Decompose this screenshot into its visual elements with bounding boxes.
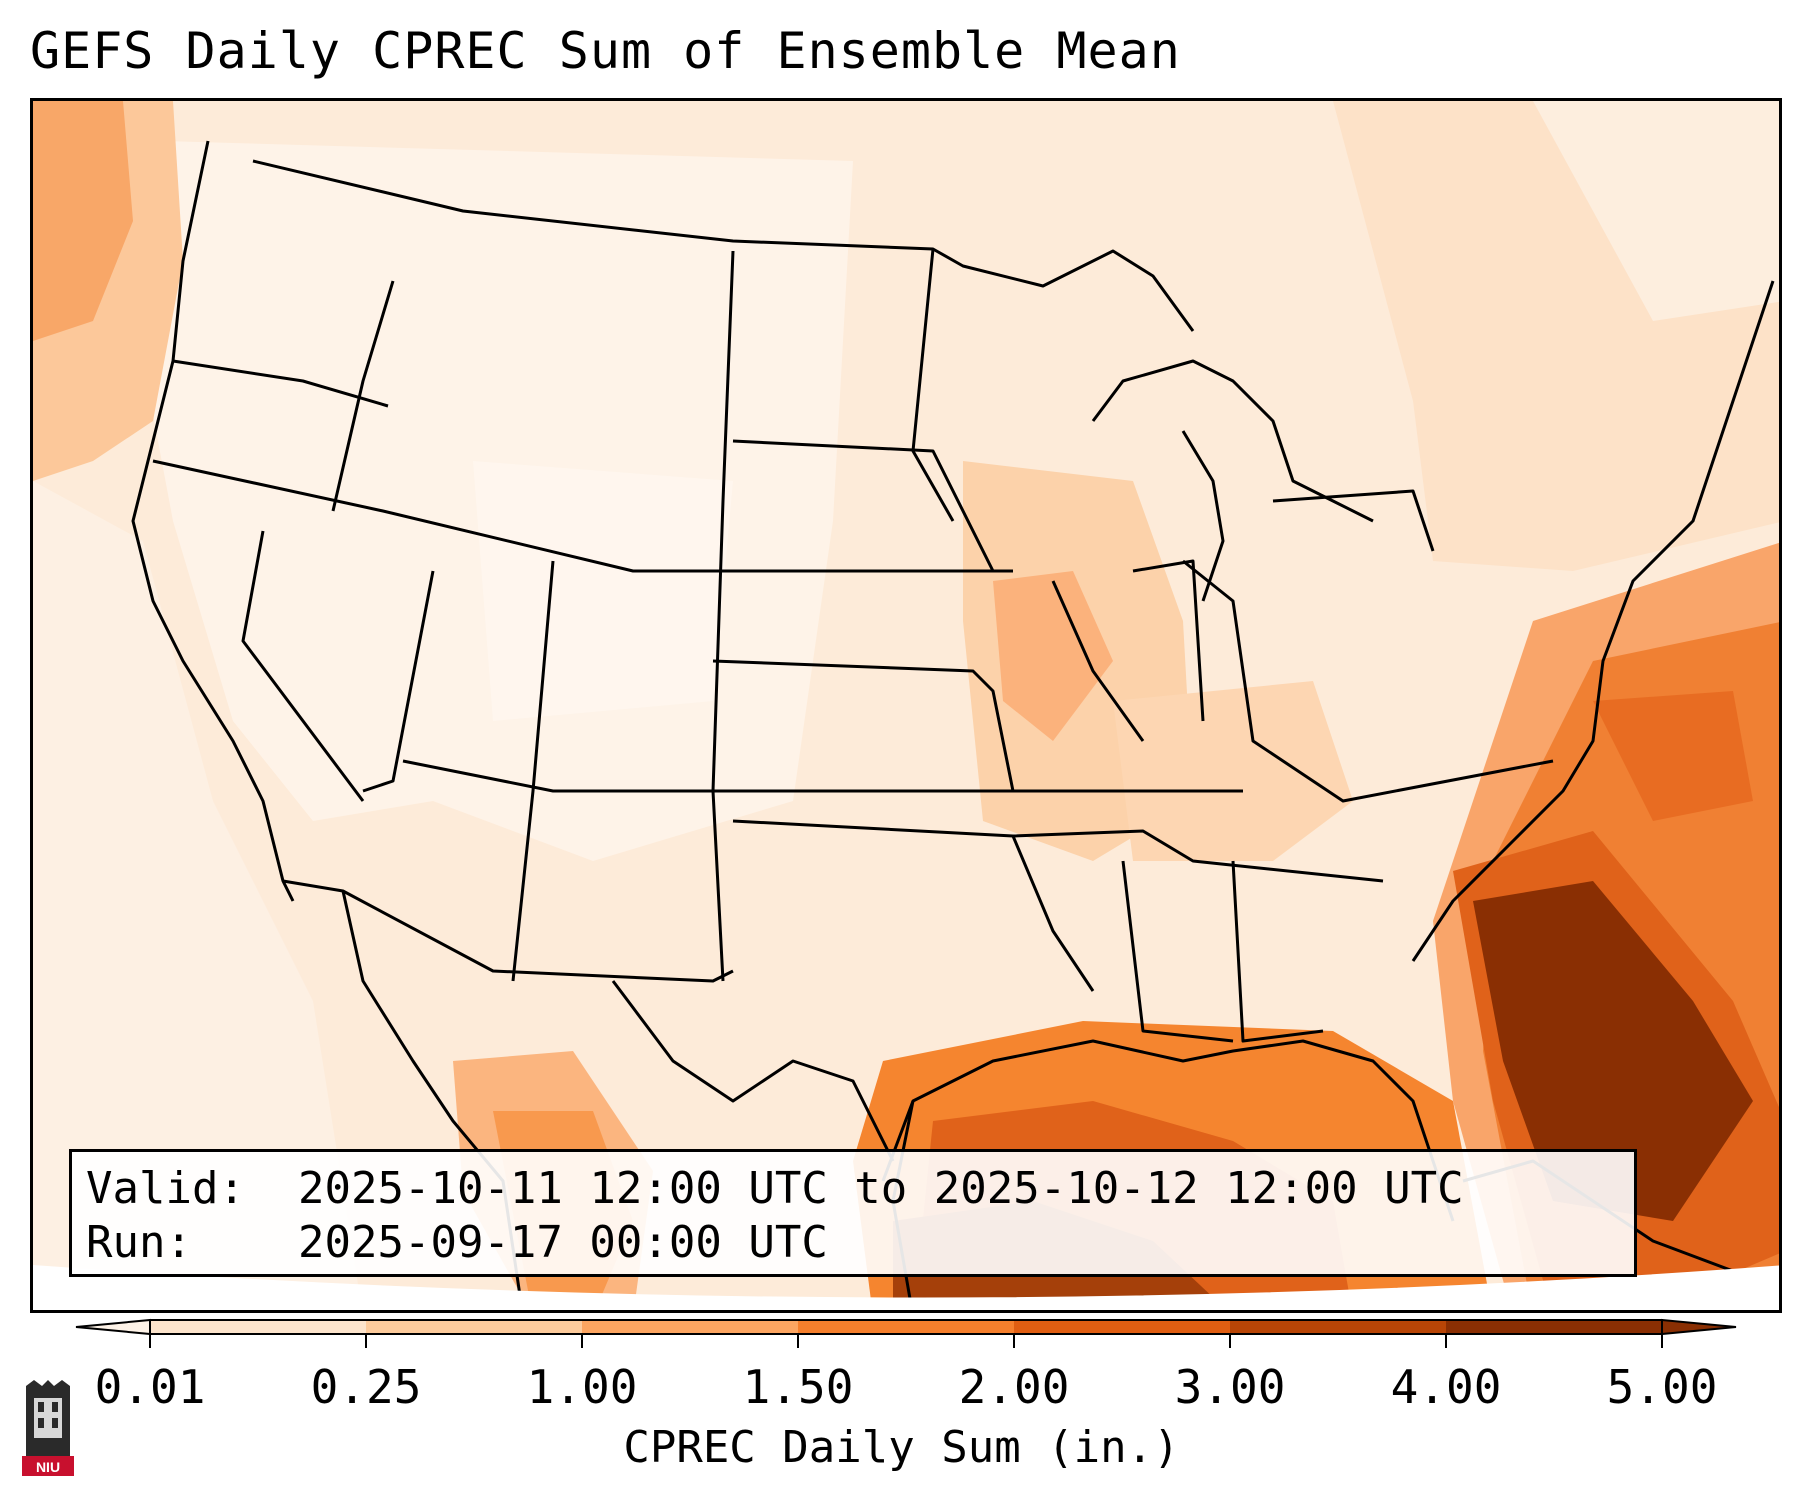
colorbar-segment [366,1320,582,1334]
colorbar-label: CPREC Daily Sum (in.) [623,1422,1180,1473]
run-info-box: Valid: 2025-10-11 12:00 UTC to 2025-10-1… [69,1149,1637,1277]
colorbar-segment [798,1320,1014,1334]
colorbar-segment [150,1320,366,1334]
logo-text: NIU [36,1459,60,1475]
colorbar-outline [149,1319,1663,1335]
run-label: Run: [86,1217,192,1268]
colorbar-extend-high [1661,1318,1737,1336]
colorbar-segment [582,1320,798,1334]
precipitation-map: Valid: 2025-10-11 12:00 UTC to 2025-10-1… [30,98,1782,1313]
colorbar-tick-label: 5.00 [1606,1360,1718,1414]
valid-label: Valid: [86,1163,245,1214]
colorbar-segment [1014,1320,1230,1334]
colorbar-tick-label: 3.00 [1174,1360,1286,1414]
niu-logo: NIU [22,1380,74,1476]
run-line: Run: 2025-09-17 00:00 UTC [86,1216,1620,1270]
borders [131,140,1775,1310]
colorbar-tick-label: 1.50 [742,1360,854,1414]
colorbar-tick-label: 0.25 [310,1360,422,1414]
map-canvas [33,101,1779,1310]
valid-line: Valid: 2025-10-11 12:00 UTC to 2025-10-1… [86,1162,1620,1216]
colorbar-segment [1446,1320,1662,1334]
colorbar-tick-label: 2.00 [958,1360,1070,1414]
colorbar-segment [1230,1320,1446,1334]
colorbar-tick-label: 4.00 [1390,1360,1502,1414]
colorbar-tick-label: 1.00 [526,1360,638,1414]
colorbar-extend-low [75,1318,151,1336]
run-value: 2025-09-17 00:00 UTC [298,1217,828,1268]
colorbar-tick-label: 0.01 [94,1360,206,1414]
map-title: GEFS Daily CPREC Sum of Ensemble Mean [30,22,1181,80]
valid-value: 2025-10-11 12:00 UTC to 2025-10-12 12:00… [298,1163,1464,1214]
colorbar [75,1318,1737,1348]
